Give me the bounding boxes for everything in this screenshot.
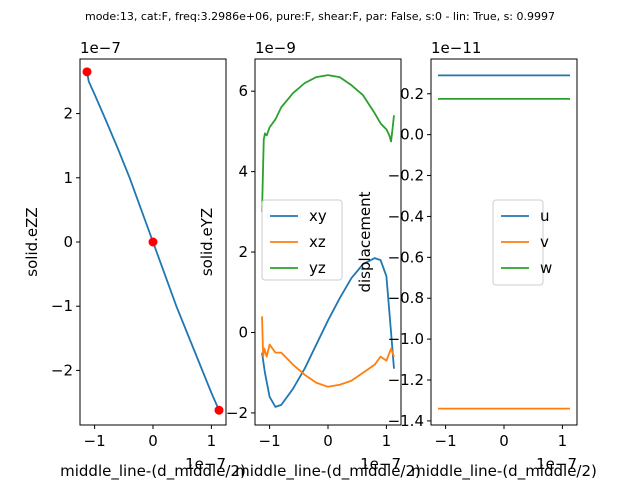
x-tick-label: 1 [558, 432, 568, 450]
x-tick-label: 0 [499, 432, 509, 450]
series-line-xy [261, 257, 395, 408]
y-tick-label: 6 [238, 82, 248, 100]
subplot-1: −1 0 1−2−10121e−71e−7middle_line-(d_middle… [23, 39, 246, 480]
legend: xy xz yz [261, 199, 343, 281]
y-tick-label: −0.4 [388, 207, 424, 225]
x-tick-label: −1 [84, 432, 106, 450]
legend-label-v: v [540, 233, 549, 251]
y-tick-label: −1 [51, 297, 73, 315]
data-point-marker [214, 405, 224, 415]
y-axis-label: solid.eYZ [198, 208, 216, 276]
subplot-3: −1 0 1 0.2 0.0 −0.2 −0.4 −0.6 −0.8 −1.0 −1.2 −1.4 1e… [356, 39, 597, 480]
x-tick-label: 0 [323, 432, 333, 450]
legend-label-xy: xy [309, 207, 327, 225]
y-tick-label: 0 [63, 233, 73, 251]
x-tick-label: 1 [207, 432, 217, 450]
legend: uvw [492, 199, 552, 286]
y-tick-label: 0.0 [400, 126, 424, 144]
legend-box [261, 199, 343, 281]
plot-area [86, 71, 220, 411]
y-tick-label: 0.2 [400, 85, 424, 103]
x-offset-label: 1e−7 [360, 455, 401, 473]
x-tick-label: 1 [382, 432, 392, 450]
legend-label-xz: xz [309, 233, 326, 251]
y-tick-label: −1.0 [388, 330, 424, 348]
y-tick-label: 2 [238, 243, 248, 261]
x-tick-label: −1 [435, 432, 457, 450]
y-tick-label: −2 [51, 361, 73, 379]
subplots: −1 0 1−2−10121e−71e−7middle_line-(d_middle… [23, 39, 597, 480]
y-tick-label: −0.2 [388, 167, 424, 185]
y-tick-label: −2 [226, 404, 248, 422]
plot-area [438, 74, 570, 410]
x-offset-label: 1e−7 [536, 455, 577, 473]
y-tick-label: 0 [238, 323, 248, 341]
y-tick-label: −1.2 [388, 371, 424, 389]
series-line-xz [261, 316, 395, 388]
y-tick-label: 1 [63, 169, 73, 187]
x-offset-label: 1e−7 [185, 455, 226, 473]
y-axis-label: solid.eZZ [23, 207, 41, 276]
data-point-marker [82, 67, 92, 77]
x-tick-label: −1 [259, 432, 281, 450]
series-line-yz [261, 74, 395, 212]
legend-label-w: w [540, 259, 552, 277]
y-offset-label: 1e−11 [431, 39, 481, 57]
legend-label-u: u [540, 207, 550, 225]
legend-label-yz: yz [309, 259, 326, 277]
series-line-1 [86, 71, 220, 411]
y-tick-label: −0.8 [388, 289, 424, 307]
x-tick-label: 0 [148, 432, 158, 450]
y-offset-label: 1e−9 [255, 39, 296, 57]
figure-title: mode:13, cat:F, freq:3.2986e+06, pure:F,… [85, 10, 555, 23]
x-axis-label: middle_line-(d_middle/2) [60, 462, 246, 480]
x-axis-label: middle_line-(d_middle/2) [235, 462, 421, 480]
x-axis-label: middle_line-(d_middle/2) [411, 462, 597, 480]
data-point-marker [148, 237, 158, 247]
y-tick-label: 2 [63, 105, 73, 123]
plot-area [261, 74, 395, 408]
y-tick-label: −0.6 [388, 248, 424, 266]
y-tick-label: 4 [238, 163, 248, 181]
y-axis-label: displacement [356, 191, 374, 292]
y-offset-label: 1e−7 [80, 39, 121, 57]
subplot-2: −1 0 1 −2 0 2 4 6 1e−9 1e−7middle_line-(d_middle/… [198, 39, 421, 480]
y-tick-label: −1.4 [388, 412, 424, 430]
